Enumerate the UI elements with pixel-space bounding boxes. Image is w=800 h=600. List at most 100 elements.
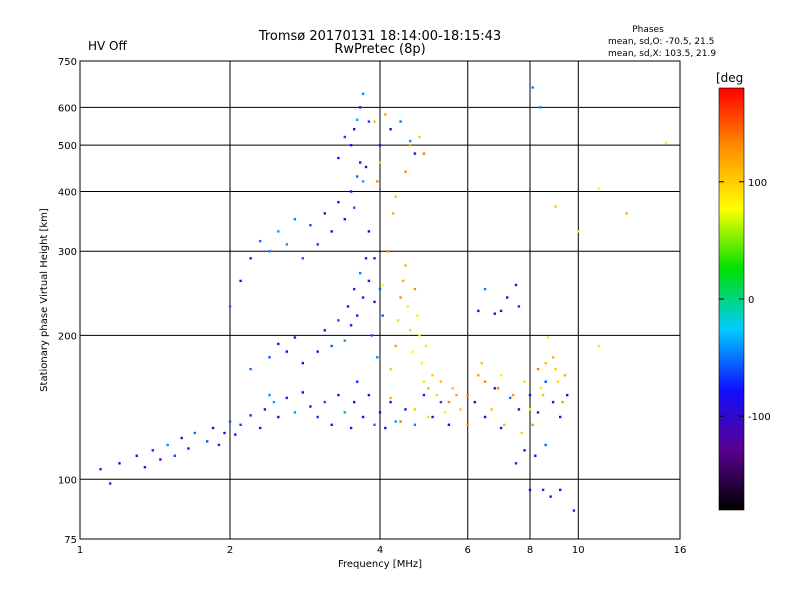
data-point [514, 462, 518, 465]
data-point [159, 458, 162, 461]
data-point [268, 393, 271, 397]
data-point [517, 408, 521, 411]
data-point [528, 393, 532, 397]
data-point [373, 120, 376, 123]
data-point [323, 400, 326, 404]
data-point [409, 329, 412, 332]
data-point [556, 380, 560, 383]
y-tick-label: 750 [58, 57, 77, 68]
data-point [367, 120, 371, 123]
data-point [451, 387, 454, 390]
chart-title: Tromsø 20170131 18:14:00-18:15:43 [258, 29, 501, 44]
data-point [422, 380, 426, 383]
data-point [285, 243, 288, 246]
data-point [239, 279, 242, 283]
data-point [330, 230, 333, 233]
data-point [431, 374, 434, 377]
data-point [316, 415, 319, 419]
x-tick-label: 1 [77, 545, 83, 556]
data-point [228, 420, 232, 423]
data-point [466, 423, 469, 426]
data-point [367, 279, 371, 283]
data-point [378, 287, 382, 291]
data-point [404, 170, 407, 173]
data-point [422, 152, 426, 155]
data-point [249, 414, 252, 417]
y-tick-label: 300 [58, 247, 77, 258]
data-point [539, 106, 542, 109]
data-point [272, 400, 276, 404]
data-point [447, 400, 451, 404]
data-point [561, 400, 564, 404]
x-tick-label: 16 [674, 545, 687, 556]
data-point [361, 415, 365, 419]
data-point [447, 423, 451, 426]
data-point [381, 314, 384, 317]
data-point [563, 374, 567, 377]
data-point [268, 250, 271, 253]
data-point [496, 387, 500, 390]
data-point [536, 367, 540, 371]
data-point [166, 443, 169, 447]
data-point [477, 374, 480, 377]
data-point [109, 482, 112, 485]
data-point [228, 305, 232, 308]
data-point [367, 230, 371, 233]
data-point [217, 443, 221, 447]
data-point [234, 433, 237, 436]
data-point [378, 161, 382, 164]
data-point [483, 380, 487, 383]
data-point [353, 206, 356, 209]
data-point [493, 312, 496, 315]
data-point [551, 400, 555, 404]
data-point [249, 367, 252, 371]
data-point [597, 344, 601, 348]
data-point [394, 420, 397, 423]
data-point [211, 426, 215, 430]
data-point [480, 361, 483, 365]
data-point [173, 454, 176, 457]
data-point [384, 113, 387, 116]
data-point [427, 387, 430, 390]
data-point [473, 400, 476, 404]
data-point [277, 342, 280, 346]
data-point [309, 405, 312, 408]
data-point [359, 271, 362, 275]
y-tick-label: 100 [58, 475, 77, 486]
data-point [373, 257, 376, 260]
data-point [559, 415, 562, 419]
data-point [404, 264, 407, 267]
data-point [509, 396, 512, 400]
data-point [343, 218, 346, 221]
data-point [544, 380, 547, 383]
data-point [180, 436, 183, 440]
data-point [293, 218, 297, 221]
x-tick-label: 4 [377, 545, 383, 556]
data-point [420, 361, 423, 365]
data-point [493, 387, 496, 390]
data-point [373, 423, 376, 426]
data-point [193, 431, 196, 435]
data-point [499, 309, 503, 313]
data-point [394, 344, 397, 348]
data-point [483, 415, 487, 419]
data-point [361, 180, 365, 183]
chart-subtitle: RwPretec (8p) [334, 42, 425, 57]
data-point [337, 393, 340, 397]
data-point [378, 411, 382, 414]
data-point [455, 393, 458, 397]
data-point [386, 250, 390, 253]
data-point [349, 190, 353, 193]
data-point [356, 380, 359, 383]
data-point [389, 400, 392, 404]
data-point [316, 350, 319, 353]
x-tick-labels: 1 2 4 6 8 10 16 [77, 545, 687, 556]
data-point [427, 415, 430, 419]
data-point [435, 393, 438, 397]
data-point [249, 257, 252, 260]
data-point [364, 165, 368, 169]
y-tick-label: 400 [58, 187, 77, 198]
y-tick-label: 200 [58, 331, 77, 342]
colorbar-tick-label: -100 [748, 412, 771, 423]
data-point [523, 449, 526, 452]
